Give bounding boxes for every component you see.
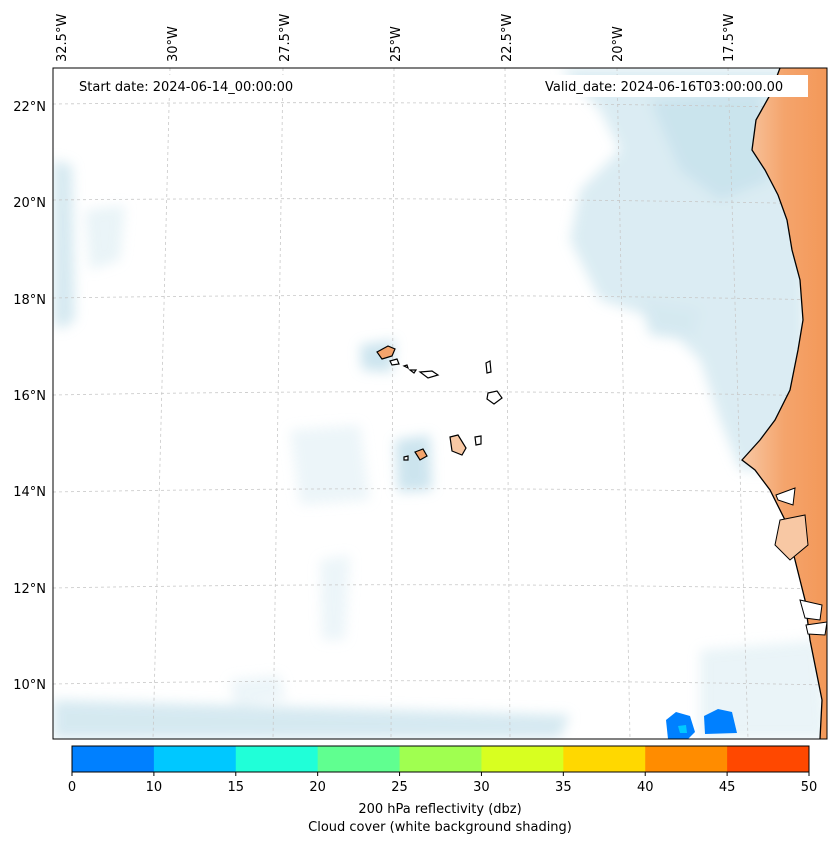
- colorbar-label-line1: 200 hPa reflectivity (dbz): [358, 802, 521, 817]
- lon-label: 20°W: [611, 26, 626, 62]
- island-santo-antao: [376, 345, 396, 360]
- cape-verde-islands: [376, 345, 503, 461]
- colorbar-segment: [317, 746, 401, 772]
- colorbar-segment: [153, 746, 237, 772]
- colorbar-segment: [563, 746, 646, 772]
- date-annotations: Start date: 2024-06-14_00:00:00 Valid_da…: [72, 75, 808, 97]
- colorbar-tick-label: 50: [801, 780, 818, 795]
- latitude-labels: 22°N 20°N 18°N 16°N 14°N 12°N 10°N: [13, 100, 46, 693]
- reflectivity-cell-1: [666, 712, 695, 739]
- colorbar-tick-label: 30: [473, 780, 490, 795]
- valid-date-label: Valid_date: 2024-06-16T03:00:00.00: [545, 80, 783, 95]
- colorbar-tick-label: 10: [146, 780, 163, 795]
- map-area: Start date: 2024-06-14_00:00:00 Valid_da…: [53, 68, 827, 739]
- lon-label: 27.5°W: [278, 14, 293, 62]
- island-sao-nicolau-main: [418, 370, 440, 379]
- colorbar-tick-label: 25: [391, 780, 408, 795]
- lat-label: 14°N: [13, 485, 46, 500]
- colorbar-segment: [481, 746, 564, 772]
- colorbar-tick-label: 45: [719, 780, 736, 795]
- graticule: [53, 68, 827, 739]
- lon-label: 32.5°W: [55, 14, 70, 62]
- colorbar: 0 10 15 20 25 30 35 40 45 50 200 hPa reflectivity…: [68, 745, 817, 835]
- lon-label: 17.5°W: [722, 14, 737, 62]
- lon-label: 25°W: [389, 26, 404, 62]
- coast-details: [774, 487, 827, 636]
- island-santiago: [449, 434, 467, 456]
- lat-label: 22°N: [13, 100, 46, 115]
- island-sao-nicolau: [408, 369, 418, 374]
- africa-land: [742, 68, 827, 739]
- colorbar-tick-label: 0: [68, 780, 76, 795]
- colorbar-tick-label: 40: [637, 780, 654, 795]
- map-frame: [52, 67, 828, 740]
- lat-label: 10°N: [13, 678, 46, 693]
- colorbar-segments: [72, 746, 810, 772]
- colorbar-frame: [71, 745, 810, 773]
- reflectivity-cell-1-core: [678, 725, 687, 733]
- lon-label: 22.5°W: [500, 14, 515, 62]
- colorbar-segment: [399, 746, 482, 772]
- colorbar-segment: [72, 746, 155, 772]
- lat-label: 20°N: [13, 196, 46, 211]
- reflectivity-cells: [666, 709, 737, 739]
- island-sao-vicente: [389, 358, 400, 366]
- colorbar-segment: [235, 746, 319, 772]
- colorbar-tick-label: 35: [555, 780, 572, 795]
- island-brava: [403, 455, 409, 461]
- colorbar-label-line2: Cloud cover (white background shading): [308, 820, 572, 835]
- island-boa-vista: [486, 390, 503, 405]
- lon-label: 30°W: [166, 26, 181, 62]
- colorbar-tick-label: 20: [309, 780, 326, 795]
- colorbar-segment: [727, 746, 810, 772]
- cloud-cover-shading: [53, 68, 827, 739]
- island-maio: [474, 435, 482, 446]
- island-fogo: [414, 448, 428, 461]
- lat-label: 18°N: [13, 293, 46, 308]
- island-sal: [485, 360, 492, 374]
- colorbar-segment: [645, 746, 728, 772]
- colorbar-tick-label: 15: [228, 780, 245, 795]
- reflectivity-cell-2: [704, 709, 737, 734]
- coastline: [741, 68, 823, 739]
- start-date-label: Start date: 2024-06-14_00:00:00: [79, 80, 293, 95]
- colorbar-ticks: 0 10 15 20 25 30 35 40 45 50: [68, 772, 817, 795]
- island-santa-luzia: [402, 364, 410, 370]
- lat-label: 12°N: [13, 582, 46, 597]
- lat-label: 16°N: [13, 389, 46, 404]
- longitude-labels: 32.5°W 30°W 27.5°W 25°W 22.5°W 20°W 17.5…: [55, 14, 737, 62]
